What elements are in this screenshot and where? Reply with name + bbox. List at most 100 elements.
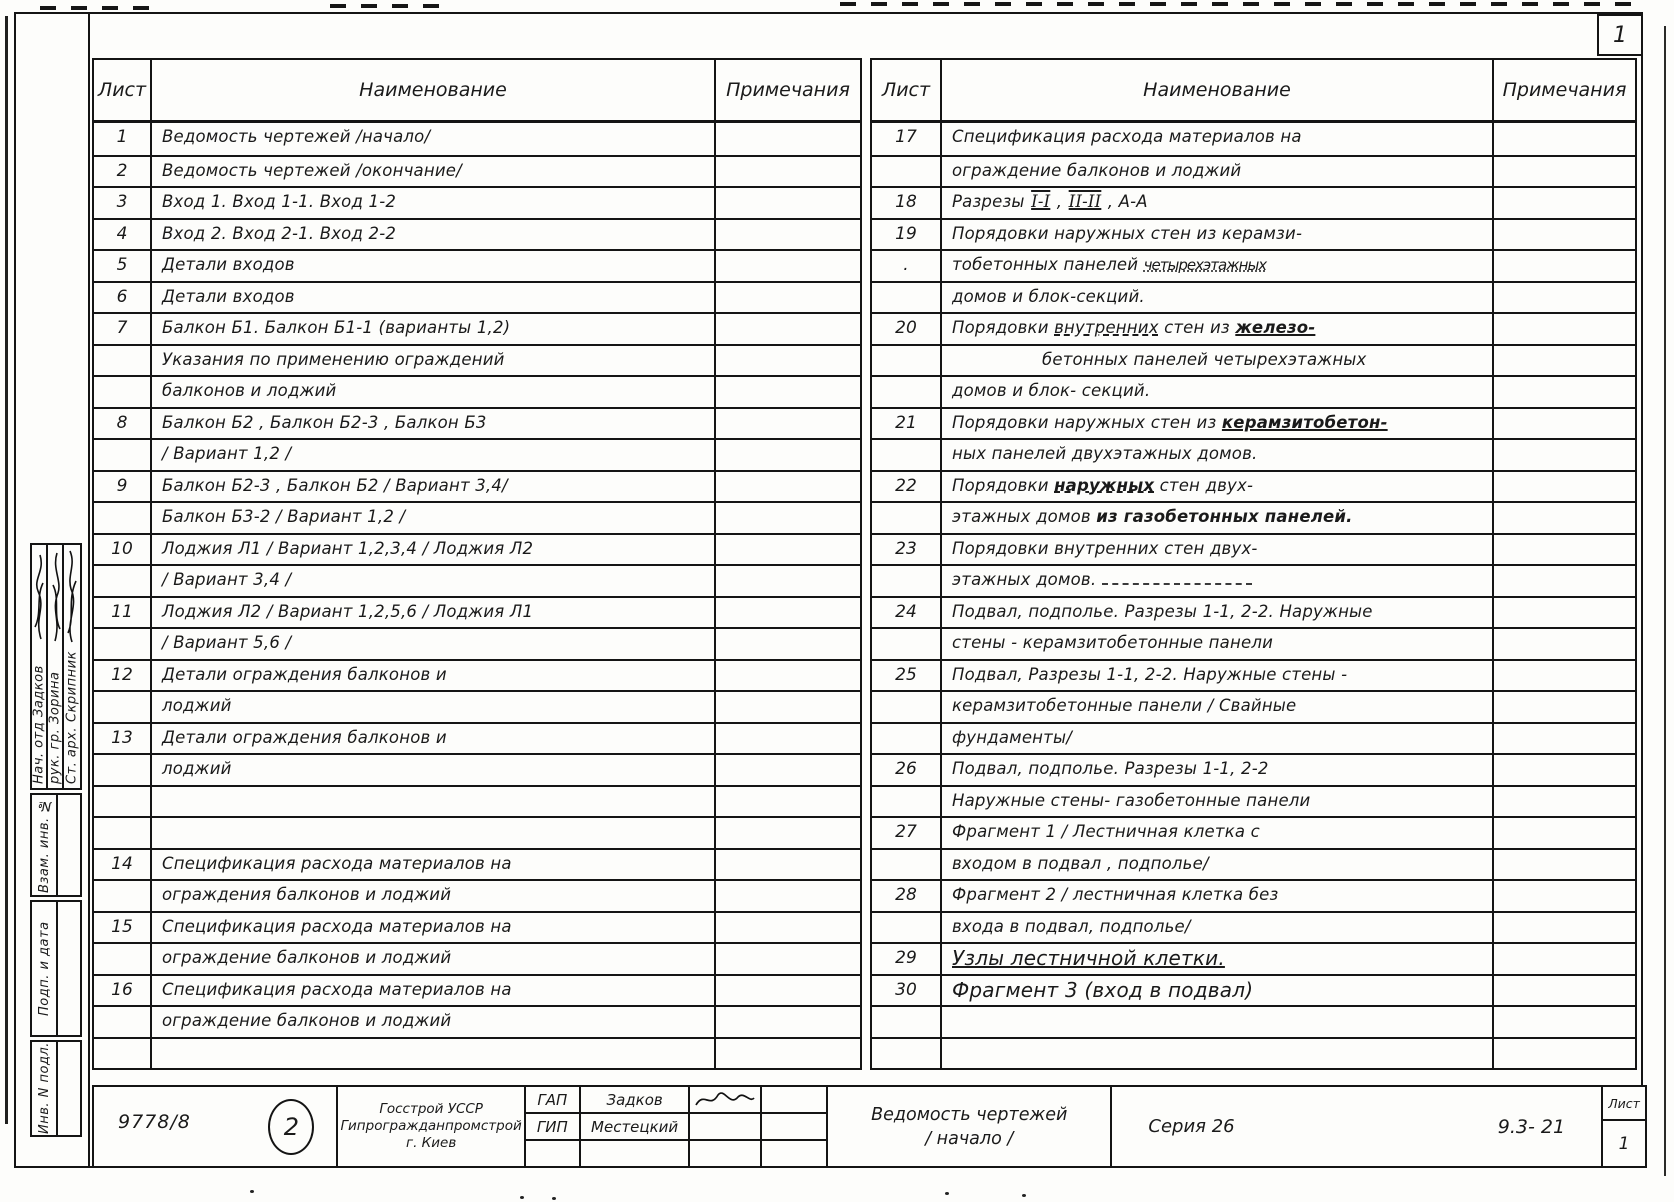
table-row: 2 Ведомость чертежей /окончание/ (94, 154, 860, 186)
table-body: 1 Ведомость чертежей /начало/2 Ведомость ч… (94, 123, 860, 1068)
sheet-number-cell (872, 849, 942, 879)
title-block-number-cell: 9778/8 2 (94, 1087, 339, 1166)
sheet-number-cell: 8 (94, 408, 152, 438)
sheet-number-cell: 28 (872, 881, 942, 911)
notes-cell (716, 944, 860, 974)
sheet-number-cell: 11 (94, 597, 152, 627)
drawing-name-cell: ограждения балконов и лоджий (152, 881, 716, 911)
drawing-name-cell: этажных домов из газобетонных панелей. (942, 503, 1494, 533)
notes-cell (1494, 818, 1635, 848)
stamp-circle-number: 2 (268, 1099, 315, 1155)
stamp-box-empty-cell (58, 795, 80, 895)
drawing-name-cell: входа в подвал, подполье/ (942, 912, 1494, 942)
stamp-box-empty-cell (58, 1042, 80, 1135)
sheet-number-cell: 30 (872, 975, 942, 1005)
table-row: 16 Спецификация расхода материалов на (94, 973, 860, 1006)
drawing-name-cell: Ведомость чертежей /окончание/ (152, 156, 716, 186)
sheet-number-cell: 20 (872, 314, 942, 344)
stamp-box-vzam-inv: Взам. инв. № (30, 793, 82, 897)
drawing-name-cell: тобетонных панелей четырехэтажных (942, 251, 1494, 281)
sheet-number-cell: 26 (872, 755, 942, 785)
drawing-name-cell: Детали ограждения балконов и (152, 723, 716, 753)
table-row: 5 Детали входов (94, 249, 860, 281)
sheet-number-cell (94, 818, 152, 848)
table-row: 10 Лоджия Л1 / Вариант 1,2,3,4 / Лоджия Л… (94, 532, 860, 565)
header-notes: Примечания (1502, 79, 1627, 101)
stamp-box-label: Взам. инв. № (36, 797, 52, 893)
drawing-name-cell: керамзитобетонные панели / Свайные (942, 692, 1494, 722)
header-name: Наименование (942, 60, 1494, 120)
notes-cell (716, 661, 860, 691)
signer-column: Ст. арх. Скрипник (64, 545, 80, 788)
notes-cell (716, 535, 860, 565)
sheet-number-cell: 25 (872, 660, 942, 690)
table-row: 7 Балкон Б1. Балкон Б1-1 (варианты 1,2) (94, 312, 860, 344)
notes-cell (716, 251, 860, 281)
drawing-name-cell: балконов и лоджий (152, 377, 716, 407)
drawing-name-cell: Спецификация расхода материалов на (152, 849, 716, 879)
drawing-name-cell: Подвал, подполье. Разрезы 1-1, 2-2 (942, 755, 1494, 785)
table-row: 25 Подвал, Разрезы 1-1, 2-2. Наружные сте… (872, 658, 1635, 690)
sheet-number-cell: 22 (872, 471, 942, 501)
notes-cell (716, 913, 860, 943)
table-row: 26 Подвал, подполье. Разрезы 1-1, 2-2 (872, 753, 1635, 785)
notes-cell (716, 976, 860, 1006)
sheet-label: Лист (1603, 1087, 1645, 1121)
sheet-number-cell (94, 377, 152, 407)
sheet-number-cell: 6 (94, 282, 152, 312)
stamp-box-podp-data: Подп. и дата (30, 900, 82, 1037)
notes-cell (1494, 409, 1635, 439)
table-row: ограждение балконов и лоджий (872, 154, 1635, 186)
notes-cell (1494, 251, 1635, 281)
sheet-number: 1 (1618, 1133, 1630, 1154)
notes-cell (1494, 566, 1635, 596)
scan-artifact (40, 6, 160, 10)
notes-cell (1494, 535, 1635, 565)
table-row: Указания по применению ограждений (94, 343, 860, 375)
table-row: домов и блок- секций. (872, 375, 1635, 407)
drawing-name-cell: фундаменты/ (942, 723, 1494, 753)
table-row: балконов и лоджий (94, 375, 860, 407)
notes-cell (716, 283, 860, 313)
signature-scribble (52, 552, 61, 642)
notes-cell (716, 440, 860, 470)
role-name-cell: Местецкий (580, 1114, 689, 1141)
notes-cell (1494, 472, 1635, 502)
scan-artifact (520, 1196, 524, 1199)
drawing-name-cell: Подвал, подполье. Разрезы 1-1, 2-2. Нару… (942, 597, 1494, 627)
table-row: домов и блок-секций. (872, 280, 1635, 312)
org-line: Госстрой УССР (379, 1101, 483, 1117)
drawing-name-cell: Порядовки внутренних стен двух- (942, 534, 1494, 564)
table-row: / Вариант 3,4 / (94, 564, 860, 596)
sheet-number-cell (872, 503, 942, 533)
table-row: 14 Спецификация расхода материалов на (94, 847, 860, 879)
drawing-name-cell: / Вариант 1,2 / (152, 440, 716, 470)
signature-block: Нач. отд Задков рук. гр. Зорина Ст. арх.… (30, 543, 82, 790)
scan-artifact (250, 1190, 254, 1193)
signer-name: Зорина (47, 671, 63, 725)
notes-cell (1494, 976, 1635, 1006)
sheet-number-cell: 19 (872, 219, 942, 249)
drawing-name-cell: Спецификация расхода материалов на (942, 123, 1494, 155)
signature-cell (690, 1141, 760, 1166)
drawing-name-cell: ных панелей двухэтажных домов. (942, 440, 1494, 470)
date-column (762, 1087, 829, 1166)
drawing-name-cell: лоджий (152, 755, 716, 785)
role-name-cell: Задков (580, 1087, 689, 1114)
scan-artifact (1022, 1194, 1026, 1197)
drawing-name-cell (152, 786, 716, 816)
table-row: 1 Ведомость чертежей /начало/ (94, 123, 860, 155)
table-row: Балкон Б3-2 / Вариант 1,2 / (94, 501, 860, 533)
paper-edge (5, 16, 8, 1124)
table-row (94, 816, 860, 848)
signer-text: рук. гр. Зорина (47, 614, 63, 784)
table-row: 17 Спецификация расхода материалов на (872, 123, 1635, 155)
notes-cell (716, 724, 860, 754)
notes-cell (1494, 881, 1635, 911)
table-row (872, 1005, 1635, 1037)
sheet-title-line2: / начало / (925, 1128, 1014, 1149)
signer-column: Нач. отд Задков (32, 545, 49, 788)
table-row: керамзитобетонные панели / Свайные (872, 690, 1635, 722)
notes-cell (1494, 944, 1635, 974)
drawing-name-cell: Фрагмент 3 (вход в подвал) (942, 975, 1494, 1005)
